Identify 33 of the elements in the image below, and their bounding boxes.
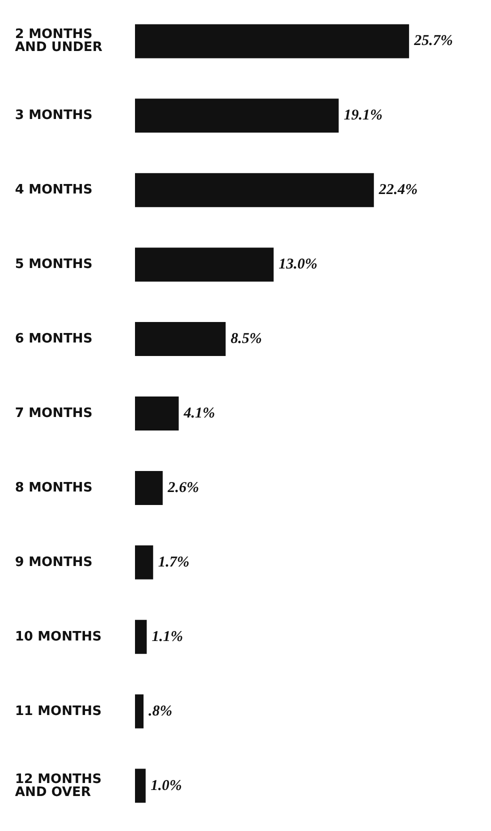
data-label: 22.4% — [378, 182, 418, 198]
bar — [135, 694, 144, 728]
bar — [135, 248, 274, 282]
bar — [135, 470, 163, 505]
bar — [135, 620, 147, 654]
data-label: 1.1% — [152, 628, 183, 645]
y-tick-label: 6 MONTHS — [15, 332, 93, 347]
data-label: 2.6% — [166, 480, 199, 496]
y-tick-label: 2 MONTHS AND UNDER — [15, 27, 102, 56]
y-tick-label: 8 MONTHS — [15, 480, 93, 496]
y-tick-label: 4 MONTHS — [15, 182, 93, 198]
data-label: 25.7% — [413, 33, 453, 50]
bar — [135, 768, 146, 803]
y-tick-label: 9 MONTHS — [15, 554, 93, 570]
data-label: .8% — [148, 703, 172, 720]
bar — [135, 24, 410, 58]
data-label: 1.7% — [158, 554, 190, 570]
data-label: 13.0% — [278, 256, 318, 273]
bar — [135, 545, 154, 580]
bar — [135, 173, 374, 208]
y-tick-label: 12 MONTHS AND OVER — [15, 772, 106, 800]
data-label: 19.1% — [344, 108, 382, 124]
data-label: 8.5% — [230, 331, 262, 348]
bar — [135, 396, 179, 430]
y-tick-label: 7 MONTHS — [15, 406, 93, 421]
y-tick-label: 5 MONTHS — [15, 257, 93, 272]
data-label: 4.1% — [182, 406, 215, 422]
y-tick-label: 10 MONTHS — [15, 629, 102, 644]
bar — [135, 322, 226, 356]
y-tick-label: 3 MONTHS — [15, 108, 93, 124]
data-label: 1.0% — [150, 778, 182, 794]
y-tick-label: 11 MONTHS — [15, 704, 102, 719]
bar — [135, 98, 339, 133]
